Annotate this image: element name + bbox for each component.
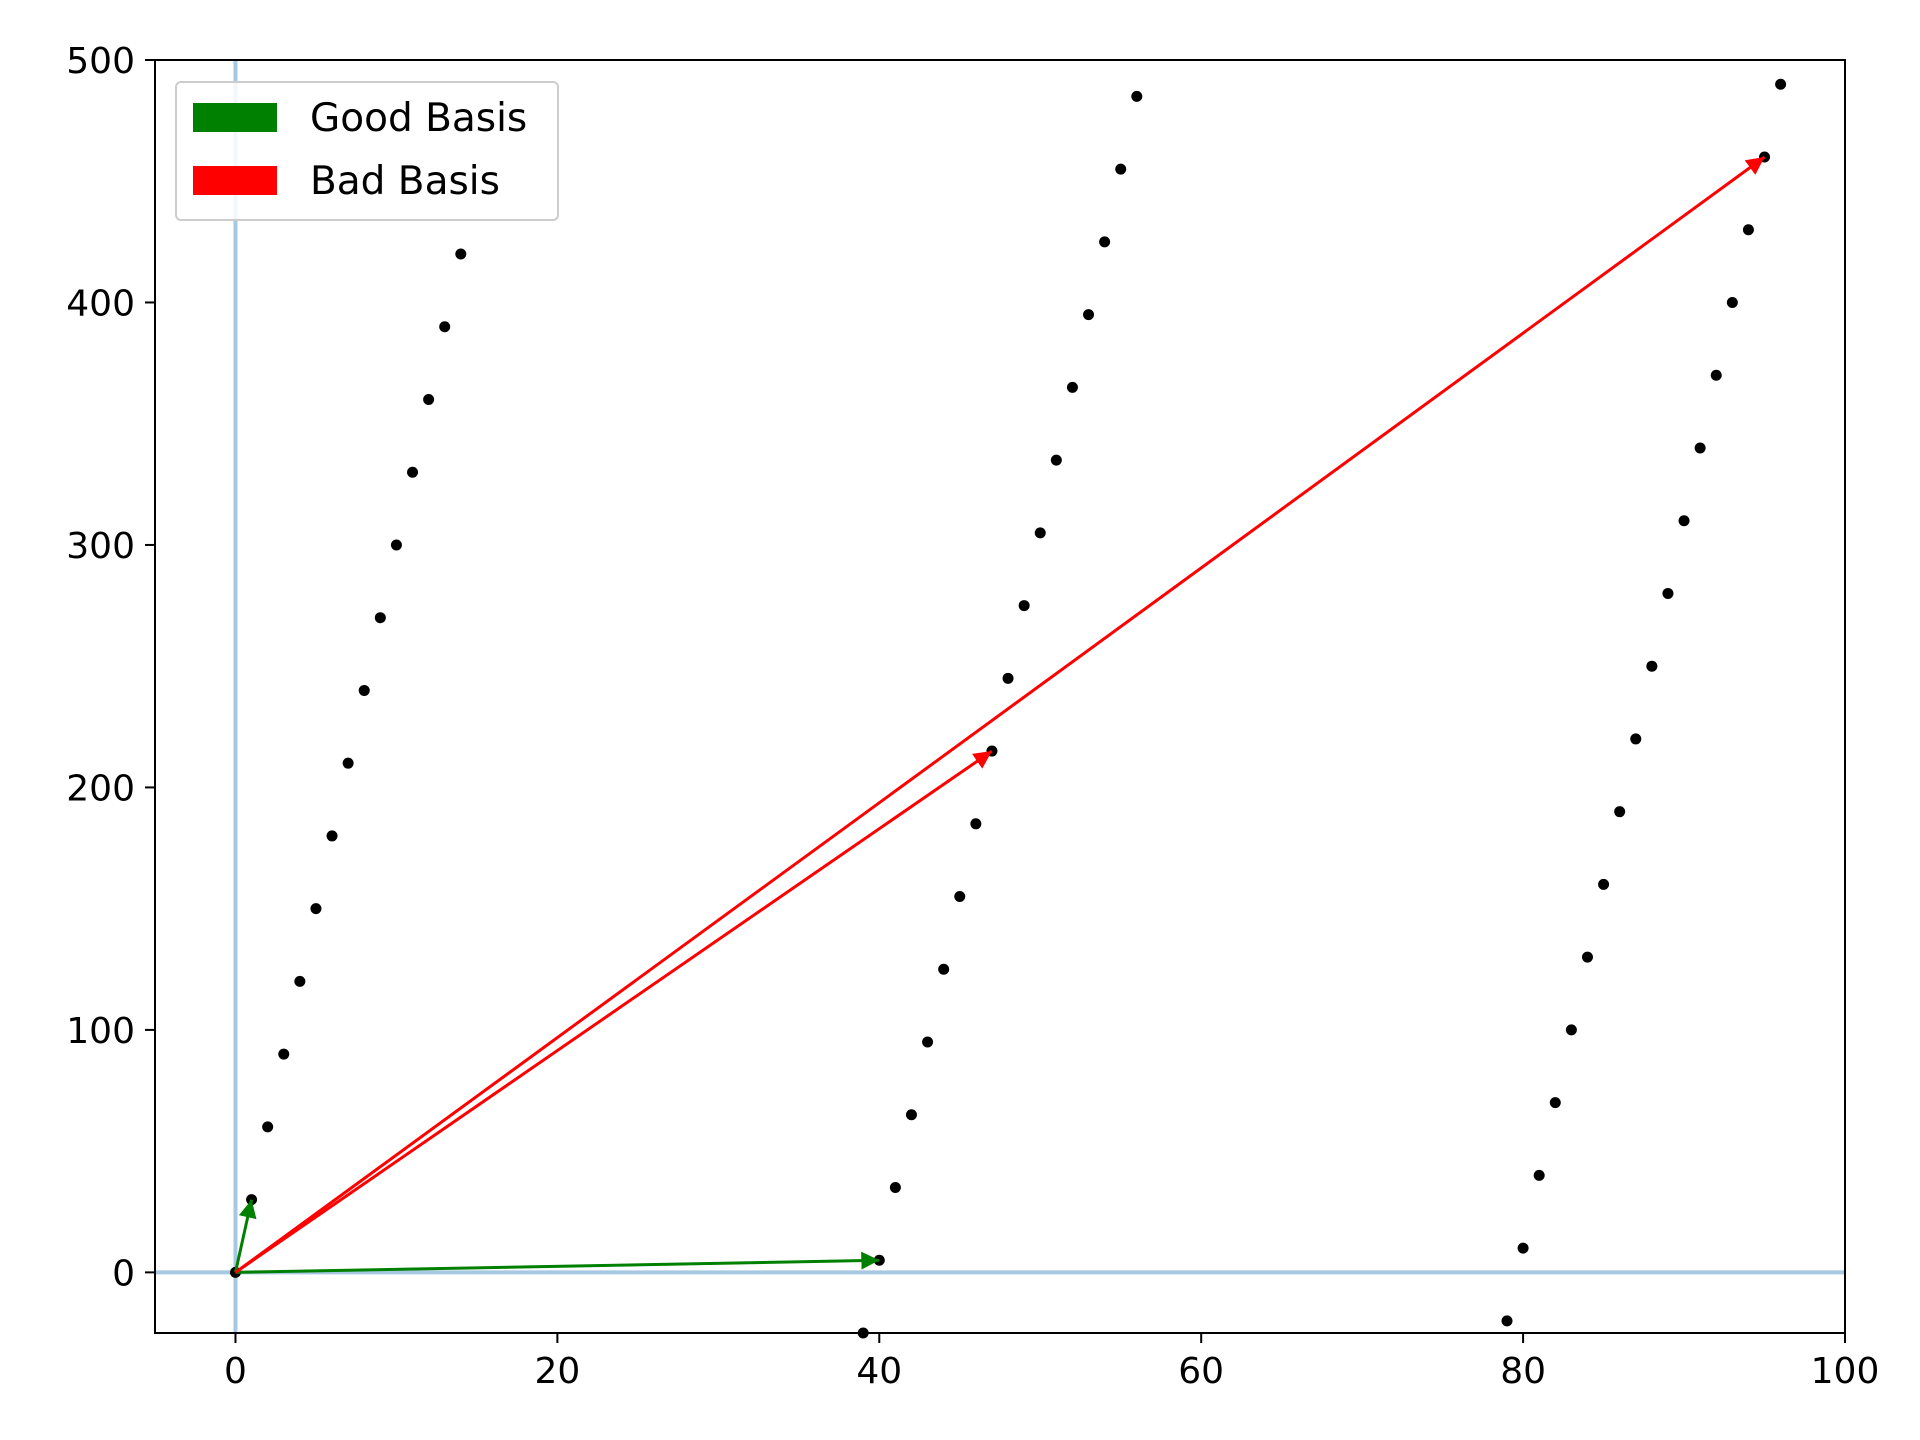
y-tick-label: 300 xyxy=(66,526,135,567)
basis-vector-arrow xyxy=(234,155,1766,1274)
lattice-point xyxy=(358,684,370,696)
lattice-point xyxy=(294,975,306,987)
reference-lines xyxy=(155,60,1845,1333)
x-tick-label: 20 xyxy=(534,1351,580,1392)
lattice-point xyxy=(1630,733,1642,745)
lattice-point xyxy=(423,393,435,405)
legend: Good Basis Bad Basis xyxy=(175,81,559,221)
x-axis-ticks: 0 20 40 60 80 100 xyxy=(224,1333,1879,1392)
lattice-point xyxy=(1131,90,1143,102)
x-tick-label: 40 xyxy=(856,1351,902,1392)
lattice-point xyxy=(1549,1097,1561,1109)
lattice-point xyxy=(407,466,419,478)
x-tick-label: 100 xyxy=(1811,1351,1880,1392)
lattice-point xyxy=(1517,1242,1529,1254)
y-axis-ticks: 0 100 200 300 400 500 xyxy=(66,41,155,1294)
lattice-point xyxy=(342,757,354,769)
lattice-point xyxy=(922,1036,934,1048)
lattice-point xyxy=(1694,442,1706,454)
lattice-point xyxy=(278,1048,290,1060)
lattice-point xyxy=(1614,806,1626,818)
plot-frame xyxy=(154,59,1846,1334)
lattice-point xyxy=(1726,296,1738,308)
lattice-point xyxy=(1083,309,1095,321)
x-tick-label: 60 xyxy=(1178,1351,1224,1392)
lattice-point xyxy=(1050,454,1062,466)
lattice-point xyxy=(1565,1024,1577,1036)
lattice-point xyxy=(905,1109,917,1121)
lattice-point xyxy=(970,818,982,830)
basis-vector-arrow xyxy=(234,1199,257,1273)
lattice-point xyxy=(1742,224,1754,236)
lattice-point xyxy=(1501,1315,1513,1327)
lattice-point xyxy=(1581,951,1593,963)
lattice-point xyxy=(1115,163,1127,175)
lattice-point xyxy=(1002,672,1014,684)
y-tick-label: 100 xyxy=(66,1011,135,1052)
lattice-point xyxy=(1034,527,1046,539)
lattice-point xyxy=(390,539,402,551)
lattice-point xyxy=(1775,78,1787,90)
lattice-point xyxy=(1099,236,1111,248)
vector-group-bad-basis xyxy=(234,155,1766,1274)
x-tick-label: 80 xyxy=(1500,1351,1546,1392)
lattice-point xyxy=(1066,381,1078,393)
y-tick-label: 200 xyxy=(66,768,135,809)
basis-vectors xyxy=(234,155,1766,1274)
y-tick-label: 0 xyxy=(112,1253,135,1294)
lattice-point xyxy=(954,891,966,903)
lattice-point xyxy=(262,1121,274,1133)
lattice-point xyxy=(889,1182,901,1194)
lattice-point xyxy=(938,963,950,975)
legend-swatch-good-basis xyxy=(193,103,277,132)
legend-label-bad-basis: Bad Basis xyxy=(310,159,500,204)
lattice-point xyxy=(374,612,386,624)
y-tick-label: 500 xyxy=(66,41,135,82)
lattice-point xyxy=(1678,515,1690,527)
lattice-point xyxy=(1646,660,1658,672)
x-tick-label: 0 xyxy=(224,1351,247,1392)
lattice-point xyxy=(326,830,338,842)
basis-vector-arrow xyxy=(235,1251,880,1274)
legend-label-good-basis: Good Basis xyxy=(310,96,527,141)
lattice-point xyxy=(1018,600,1030,612)
lattice-point xyxy=(455,248,467,260)
basis-vector-arrow xyxy=(234,749,993,1274)
lattice-point xyxy=(310,903,322,915)
lattice-point xyxy=(1533,1169,1545,1181)
legend-swatch-bad-basis xyxy=(193,166,277,195)
lattice-point xyxy=(439,321,451,333)
y-tick-label: 400 xyxy=(66,283,135,324)
lattice-point xyxy=(1710,369,1722,381)
vector-group-good-basis xyxy=(234,1199,880,1274)
lattice-point xyxy=(1662,587,1674,599)
lattice-point xyxy=(1598,878,1610,890)
